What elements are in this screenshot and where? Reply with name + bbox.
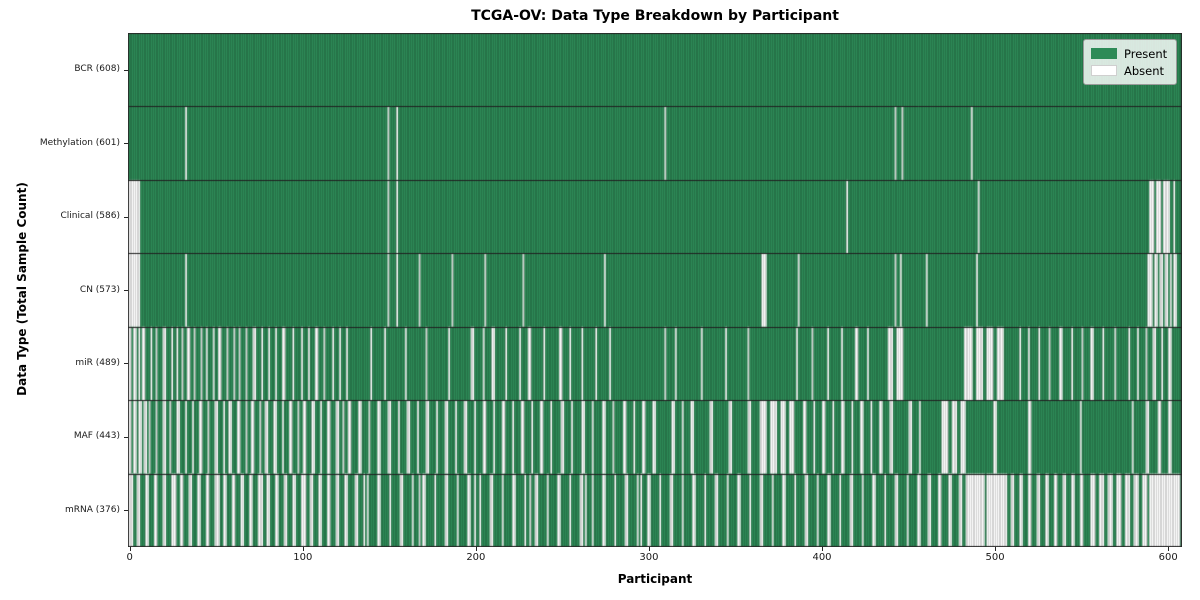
- legend: Present Absent: [1083, 39, 1178, 85]
- y-tick-label-maf: MAF (443): [73, 431, 120, 442]
- x-tick-mark: [649, 547, 650, 551]
- x-tick-label-600: 600: [1158, 552, 1178, 563]
- legend-label-absent: Absent: [1124, 63, 1165, 78]
- present-swatch-icon: [1091, 48, 1117, 59]
- x-tick-label-200: 200: [466, 552, 486, 563]
- legend-label-present: Present: [1124, 46, 1168, 61]
- y-axis-title: Data Type (Total Sample Count): [15, 182, 29, 396]
- y-tick-label-cn: CN (573): [79, 284, 120, 295]
- x-tick-mark: [822, 547, 823, 551]
- y-tick-mark: [124, 363, 128, 364]
- absent-swatch-icon: [1091, 65, 1117, 76]
- x-tick-mark: [130, 547, 131, 551]
- heatmap-canvas: [128, 33, 1182, 547]
- y-tick-mark: [124, 143, 128, 144]
- y-tick-label-clinical: Clinical (586): [60, 211, 120, 222]
- x-tick-label-0: 0: [126, 552, 133, 563]
- legend-item-present: Present: [1091, 45, 1167, 62]
- y-tick-label-bcr: BCR (608): [74, 64, 120, 75]
- y-tick-mark: [124, 510, 128, 511]
- y-tick-mark: [124, 437, 128, 438]
- x-tick-mark: [476, 547, 477, 551]
- chart-title: TCGA-OV: Data Type Breakdown by Particip…: [471, 8, 839, 24]
- x-tick-label-500: 500: [985, 552, 1005, 563]
- y-tick-label-methylation: Methylation (601): [39, 137, 120, 148]
- x-tick-label-400: 400: [812, 552, 832, 563]
- x-axis-title: Participant: [617, 572, 693, 586]
- y-tick-mark: [124, 290, 128, 291]
- x-tick-mark: [1168, 547, 1169, 551]
- y-tick-mark: [124, 217, 128, 218]
- x-tick-mark: [303, 547, 304, 551]
- y-tick-label-mrna: mRNA (376): [65, 504, 120, 515]
- x-tick-mark: [995, 547, 996, 551]
- y-tick-mark: [124, 70, 128, 71]
- x-tick-label-300: 300: [639, 552, 659, 563]
- legend-item-absent: Absent: [1091, 62, 1167, 79]
- x-tick-label-100: 100: [293, 552, 313, 563]
- y-tick-label-mir: miR (489): [75, 357, 120, 368]
